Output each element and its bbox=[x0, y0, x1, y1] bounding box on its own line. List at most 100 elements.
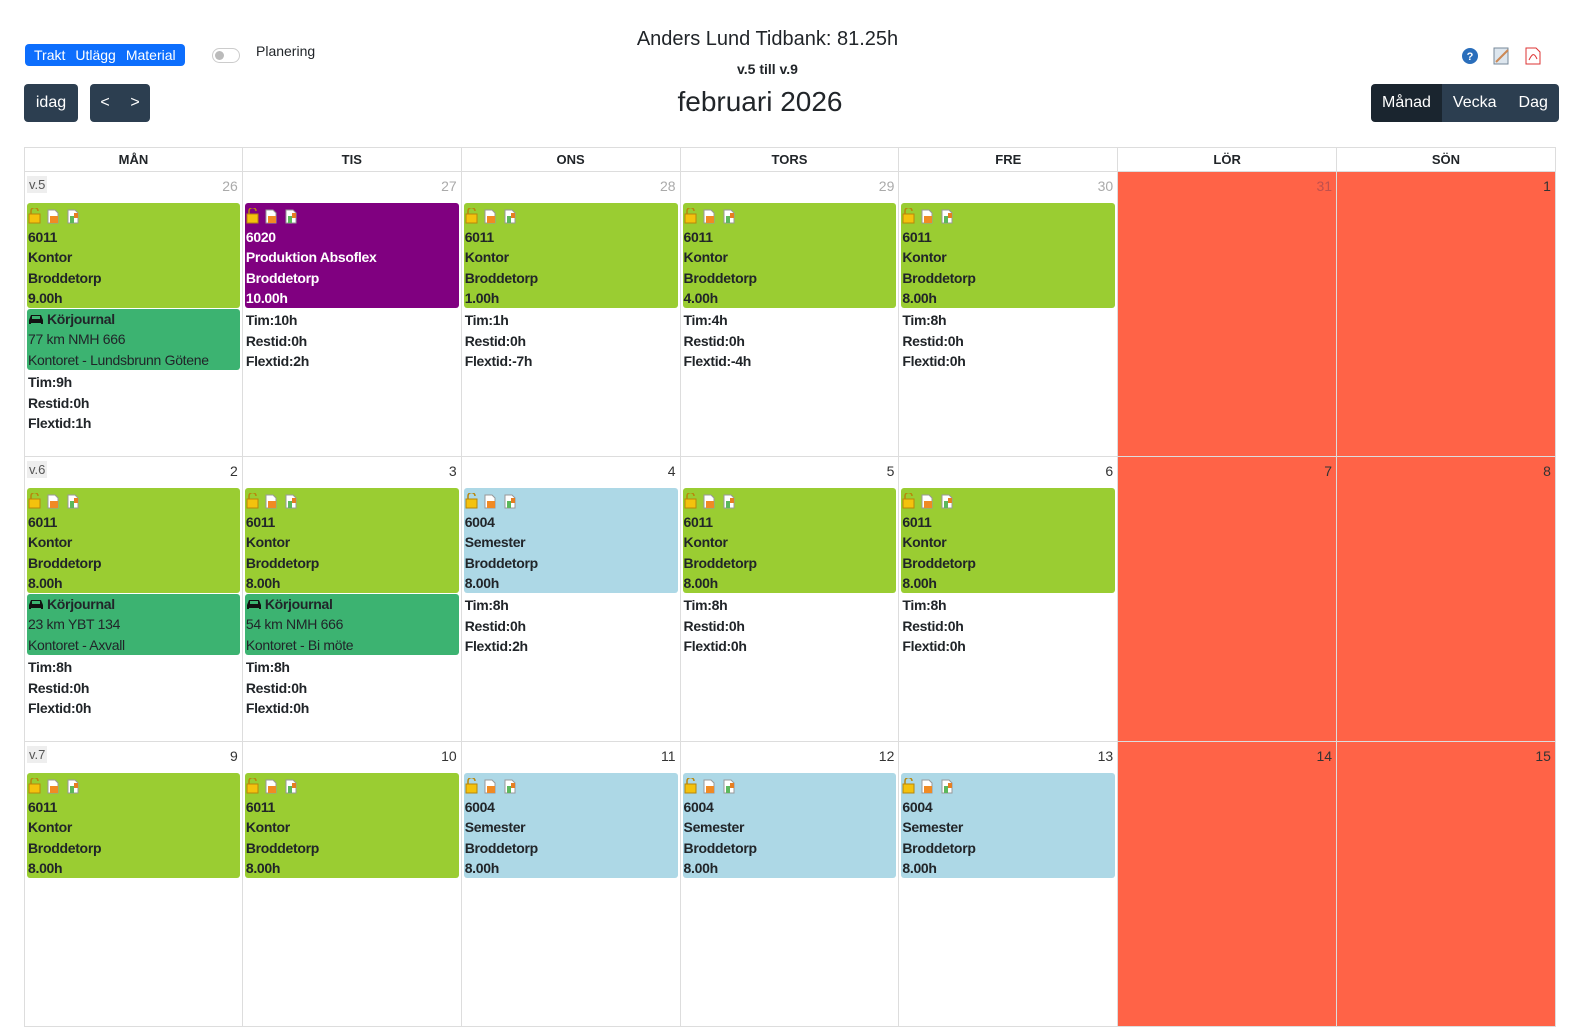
event-line: 8.00h bbox=[683, 574, 719, 591]
day-cell[interactable]: 10 6011 Kontor Broddetorp 8.00h bbox=[242, 742, 462, 1027]
day-cell[interactable]: 6 6011 Kontor Broddetorp 8.00h Tim:8h Restid:0… bbox=[899, 457, 1119, 742]
event-line: 6004 bbox=[902, 799, 933, 815]
prev-button[interactable]: < bbox=[100, 94, 110, 111]
status-icons bbox=[28, 203, 240, 227]
drive-log[interactable]: Körjournal 77 km NMH 666 Kontoret - Lundsb… bbox=[27, 309, 240, 371]
pdf-icon[interactable] bbox=[1525, 47, 1541, 65]
event-line: 10.00h bbox=[245, 289, 288, 306]
event[interactable]: 6004 Semester Broddetorp 8.00h bbox=[463, 488, 678, 594]
day-cell[interactable]: v.5 26 6011 Kontor Broddetorp 9.00h Körjournal… bbox=[24, 172, 243, 457]
event[interactable]: 6020 Produktion Absoflex Broddetorp 10.00h bbox=[244, 203, 459, 309]
event-line: 6004 bbox=[683, 799, 714, 815]
event[interactable]: 6011 Kontor Broddetorp 8.00h bbox=[244, 488, 459, 594]
summary-line: Restid:0h bbox=[28, 394, 90, 411]
date-number: 30 bbox=[1097, 178, 1114, 194]
summary-line: Restid:0h bbox=[464, 617, 526, 634]
day-cell[interactable]: 3 6011 Kontor Broddetorp 8.00h Körjournal 54 k… bbox=[242, 457, 462, 742]
status-icons bbox=[246, 773, 459, 797]
day-cell[interactable]: 15 bbox=[1337, 742, 1556, 1027]
event-line: Kontor bbox=[683, 534, 728, 551]
next-button[interactable]: > bbox=[130, 94, 140, 111]
planning-toggle[interactable] bbox=[212, 48, 240, 63]
event[interactable]: 6011 Kontor Broddetorp 8.00h bbox=[244, 773, 459, 879]
drive-log[interactable]: Körjournal 54 km NMH 666 Kontoret - Bi möt… bbox=[244, 594, 459, 656]
day-name: SÖN bbox=[1337, 147, 1556, 172]
day-cell[interactable]: 7 bbox=[1118, 457, 1338, 742]
day-cell[interactable]: 11 6004 Semester Broddetorp 8.00h bbox=[461, 742, 681, 1027]
today-button[interactable]: idag bbox=[24, 84, 78, 122]
icon-set bbox=[465, 778, 516, 794]
day-cell[interactable]: 13 6004 Semester Broddetorp 8.00h bbox=[899, 742, 1119, 1027]
day-cell[interactable]: v.7 9 6011 Kontor Broddetorp 8.00h bbox=[24, 742, 243, 1027]
event[interactable]: 6011 Kontor Broddetorp 4.00h bbox=[682, 203, 897, 309]
event-line: Kontor bbox=[28, 534, 73, 551]
date-number: 29 bbox=[878, 178, 895, 194]
summary-line: Flextid:0h bbox=[902, 353, 966, 370]
event-line: 8.00h bbox=[683, 859, 719, 876]
day-cell[interactable]: 27 6020 Produktion Absoflex Broddetorp 10.00… bbox=[242, 172, 462, 457]
car-icon bbox=[246, 600, 261, 610]
summary-line: Restid:0h bbox=[28, 679, 90, 696]
tab[interactable]: Trakt bbox=[34, 47, 66, 63]
car-icon bbox=[29, 315, 43, 325]
status-icons bbox=[684, 773, 897, 797]
day-cell[interactable]: 31 bbox=[1118, 172, 1338, 457]
event-line: 6011 bbox=[683, 229, 713, 245]
day-summary: Tim:8h Restid:0h Flextid:2h bbox=[464, 595, 678, 657]
day-summary: Tim:8h Restid:0h Flextid:0h bbox=[901, 595, 1115, 657]
event-line: Broddetorp bbox=[245, 269, 320, 286]
view-button[interactable]: Dag bbox=[1507, 84, 1559, 122]
summary-line: Tim:8h bbox=[464, 597, 509, 614]
week-label: v.5 bbox=[27, 176, 48, 193]
summary-line: Tim:8h bbox=[245, 659, 290, 676]
event[interactable]: 6011 Kontor Broddetorp 8.00h bbox=[682, 488, 897, 594]
tab[interactable]: Utlägg bbox=[75, 47, 116, 63]
event-line: Kontoret - Axvall bbox=[28, 636, 125, 653]
day-cell[interactable]: v.6 2 6011 Kontor Broddetorp 8.00h Körjournal 2… bbox=[24, 457, 243, 742]
summary-line: Flextid:-7h bbox=[464, 353, 533, 370]
event[interactable]: 6004 Semester Broddetorp 8.00h bbox=[682, 773, 897, 879]
event[interactable]: 6011 Kontor Broddetorp 8.00h bbox=[27, 773, 240, 879]
day-name: TORS bbox=[680, 147, 900, 172]
summary-line: Flextid:1h bbox=[28, 415, 92, 432]
day-cell[interactable]: 28 6011 Kontor Broddetorp 1.00h Tim:1h Restid:… bbox=[461, 172, 681, 457]
event-line: 6004 bbox=[464, 514, 495, 530]
day-cell[interactable]: 29 6011 Kontor Broddetorp 4.00h Tim:4h Restid:… bbox=[680, 172, 900, 457]
event[interactable]: 6011 Kontor Broddetorp 8.00h bbox=[901, 203, 1116, 309]
event-line: Broddetorp bbox=[902, 554, 976, 571]
day-cell[interactable]: 8 bbox=[1337, 457, 1556, 742]
view-button[interactable]: Månad bbox=[1371, 84, 1442, 122]
event-line: Kontoret - Bi möte bbox=[245, 636, 354, 653]
day-cell[interactable]: 12 6004 Semester Broddetorp 8.00h bbox=[680, 742, 900, 1027]
day-cell[interactable]: 30 6011 Kontor Broddetorp 8.00h Tim:8h Restid:… bbox=[899, 172, 1119, 457]
date-number: 14 bbox=[1316, 748, 1333, 764]
event[interactable]: 6011 Kontor Broddetorp 1.00h bbox=[463, 203, 678, 309]
event-line: 8.00h bbox=[902, 574, 937, 591]
day-cell[interactable]: 5 6011 Kontor Broddetorp 8.00h Tim:8h Restid:0… bbox=[680, 457, 900, 742]
icon-set bbox=[684, 208, 735, 224]
help-icon[interactable] bbox=[1462, 48, 1478, 64]
tab[interactable]: Material bbox=[125, 47, 176, 63]
summary-line: Tim:4h bbox=[683, 312, 728, 329]
day-summary: Tim:8h Restid:0h Flextid:0h bbox=[245, 657, 459, 719]
event[interactable]: 6004 Semester Broddetorp 8.00h bbox=[901, 773, 1116, 879]
event-line: 8.00h bbox=[28, 574, 63, 591]
event-line: Kontor bbox=[902, 534, 947, 551]
day-header-row: MÅN TIS ONS TORS FRE LÖR SÖN bbox=[24, 147, 1556, 172]
event[interactable]: 6004 Semester Broddetorp 8.00h bbox=[463, 773, 678, 879]
icon-set bbox=[246, 778, 297, 794]
drive-log[interactable]: Körjournal 23 km YBT 134 Kontoret - Axvall bbox=[27, 594, 240, 656]
view-button[interactable]: Vecka bbox=[1441, 84, 1508, 122]
status-icons bbox=[246, 203, 459, 227]
event-line: Semester bbox=[902, 819, 964, 836]
event-line: Broddetorp bbox=[245, 839, 320, 856]
status-icons bbox=[28, 773, 240, 797]
day-cell[interactable]: 1 bbox=[1337, 172, 1556, 457]
summary-line: Tim:8h bbox=[902, 312, 947, 329]
day-cell[interactable]: 4 6004 Semester Broddetorp 8.00h Tim:8h Restid… bbox=[461, 457, 681, 742]
day-cell[interactable]: 14 bbox=[1118, 742, 1338, 1027]
event[interactable]: 6011 Kontor Broddetorp 8.00h bbox=[27, 488, 240, 594]
event[interactable]: 6011 Kontor Broddetorp 9.00h bbox=[27, 203, 240, 309]
event[interactable]: 6011 Kontor Broddetorp 8.00h bbox=[901, 488, 1116, 594]
week-label: v.6 bbox=[27, 461, 48, 478]
